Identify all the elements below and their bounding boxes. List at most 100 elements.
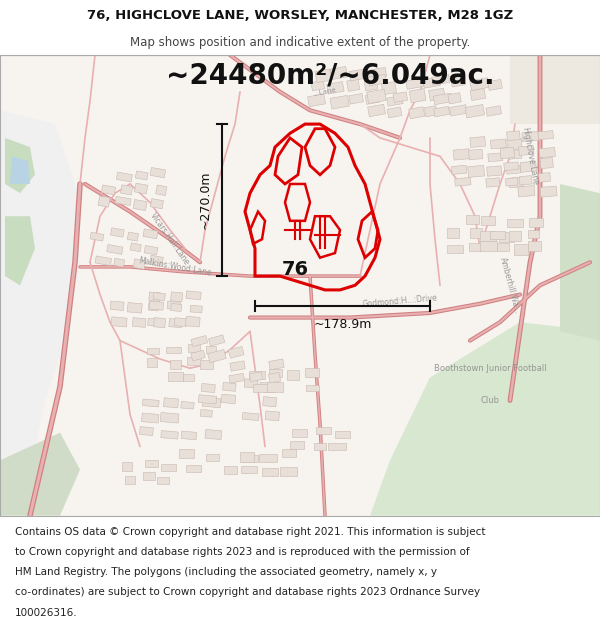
Bar <box>290 441 304 449</box>
Polygon shape <box>0 432 80 516</box>
Bar <box>201 384 215 392</box>
Bar <box>466 215 479 224</box>
Bar <box>147 348 159 354</box>
Bar <box>101 185 116 195</box>
Bar <box>149 292 160 301</box>
Bar <box>424 106 437 117</box>
Bar <box>142 413 159 423</box>
Bar <box>367 89 386 104</box>
Bar <box>268 372 281 383</box>
Bar <box>156 185 167 196</box>
Bar <box>190 305 202 313</box>
Bar <box>448 228 459 239</box>
Bar <box>241 452 254 462</box>
Bar <box>490 139 506 149</box>
Polygon shape <box>5 216 35 285</box>
Bar <box>316 427 331 434</box>
Bar <box>242 412 259 421</box>
Bar <box>314 443 326 451</box>
Bar <box>151 199 163 209</box>
Bar <box>107 244 123 254</box>
Bar <box>167 301 181 310</box>
Bar <box>244 379 258 388</box>
Bar <box>347 79 360 91</box>
Bar <box>349 94 364 104</box>
Bar <box>263 397 277 407</box>
Bar <box>150 168 166 178</box>
Bar <box>490 231 505 239</box>
Bar <box>110 301 124 311</box>
Bar <box>116 172 133 182</box>
Bar <box>308 94 326 107</box>
Text: Malkins:Wood:Lane: Malkins:Wood:Lane <box>138 256 212 278</box>
Text: Amberhill:Wa...: Amberhill:Wa... <box>498 256 522 314</box>
Bar <box>262 468 278 476</box>
Bar <box>486 106 502 116</box>
Bar <box>311 81 325 91</box>
Bar <box>499 232 514 242</box>
Bar <box>382 81 397 95</box>
Bar <box>185 316 200 327</box>
Text: Vicars:Hall:Lane: Vicars:Hall:Lane <box>149 211 191 268</box>
Polygon shape <box>5 138 35 193</box>
Bar <box>387 107 402 118</box>
Bar <box>518 186 535 197</box>
Bar <box>181 401 194 409</box>
Bar <box>179 449 194 458</box>
Bar <box>149 255 163 266</box>
Bar <box>365 94 380 104</box>
Polygon shape <box>370 322 600 516</box>
Bar <box>143 229 158 239</box>
Bar <box>157 477 169 484</box>
Bar <box>282 449 296 458</box>
Text: HM Land Registry. The polygons (including the associated geometry, namely x, y: HM Land Registry. The polygons (includin… <box>15 567 437 577</box>
Bar <box>224 466 237 474</box>
Bar <box>488 79 502 91</box>
Bar <box>451 74 465 87</box>
Bar <box>529 241 541 251</box>
Bar <box>154 318 166 328</box>
Bar <box>481 216 495 225</box>
Bar <box>514 244 528 255</box>
Bar <box>409 107 425 119</box>
Text: ...Lane: ...Lane <box>313 87 337 97</box>
Bar <box>202 397 221 408</box>
Bar <box>147 358 157 367</box>
Bar <box>110 228 124 237</box>
Bar <box>183 374 194 381</box>
Text: Contains OS data © Crown copyright and database right 2021. This information is : Contains OS data © Crown copyright and d… <box>15 526 485 536</box>
Text: ~270.0m: ~270.0m <box>199 171 212 229</box>
Bar <box>423 77 440 88</box>
Bar <box>228 346 244 358</box>
Bar <box>469 244 481 251</box>
Bar <box>431 74 450 85</box>
Bar <box>161 464 176 471</box>
Bar <box>170 360 181 369</box>
Bar <box>480 241 497 251</box>
Bar <box>200 409 212 417</box>
Bar <box>125 476 136 484</box>
Bar <box>393 92 407 103</box>
Bar <box>122 462 132 471</box>
Bar <box>200 361 214 369</box>
Bar <box>409 89 426 103</box>
Bar <box>208 349 226 362</box>
Bar <box>368 68 386 79</box>
Text: 100026316.: 100026316. <box>15 608 77 618</box>
Bar <box>170 304 182 311</box>
Bar <box>175 318 187 327</box>
Text: co-ordinates) are subject to Crown copyright and database rights 2023 Ordnance S: co-ordinates) are subject to Crown copyr… <box>15 588 480 598</box>
Bar <box>169 319 182 328</box>
Bar <box>161 431 178 439</box>
Bar <box>250 372 263 382</box>
Bar <box>90 232 104 241</box>
Bar <box>455 177 471 186</box>
Bar <box>191 350 205 361</box>
Bar <box>453 149 470 160</box>
Bar <box>327 82 344 94</box>
Bar <box>540 186 557 197</box>
Text: Boothstown Junior Football: Boothstown Junior Football <box>434 364 547 372</box>
Bar <box>142 399 159 407</box>
Bar <box>199 395 217 404</box>
Bar <box>465 104 485 118</box>
